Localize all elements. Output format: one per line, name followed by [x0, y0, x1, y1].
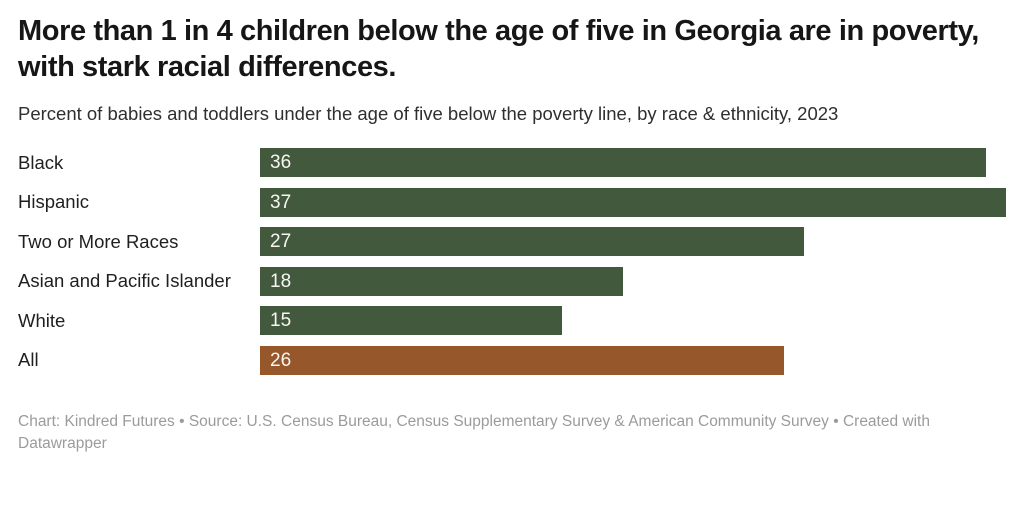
- bar-track: 37: [260, 187, 1006, 217]
- category-label: Black: [18, 153, 64, 173]
- chart-row: Black 36: [18, 148, 1006, 178]
- category-label: All: [18, 351, 39, 370]
- bar[interactable]: 26: [260, 345, 785, 375]
- category-label: White: [18, 311, 66, 331]
- value-label: 26: [270, 349, 292, 371]
- bar-track: 26: [260, 345, 1006, 375]
- bar[interactable]: 18: [260, 266, 623, 296]
- value-label: 18: [270, 270, 292, 292]
- bar[interactable]: 37: [260, 187, 1006, 217]
- chart-attribution: Chart: Kindred Futures • Source: U.S. Ce…: [18, 412, 930, 453]
- value-label: 37: [270, 191, 292, 213]
- value-label: 36: [270, 152, 292, 174]
- bar[interactable]: 27: [260, 227, 805, 257]
- category-label: Asian and Pacific Islander: [18, 272, 231, 291]
- bar-track: 18: [260, 266, 1006, 296]
- value-label: 27: [270, 231, 292, 253]
- chart-subtitle: Percent of babies and toddlers under the…: [18, 102, 839, 124]
- bar[interactable]: 15: [260, 306, 563, 336]
- chart-title: More than 1 in 4 children below the age …: [18, 15, 979, 83]
- chart-row: Asian and Pacific Islander 18: [18, 266, 1006, 296]
- bar[interactable]: 36: [260, 148, 986, 178]
- category-label: Hispanic: [18, 193, 89, 212]
- chart-row: White 15: [18, 306, 1006, 336]
- bar-track: 15: [260, 306, 1006, 336]
- category-label: Two or More Races: [18, 232, 179, 252]
- chart-row: All 26: [18, 345, 1006, 375]
- chart-row: Two or More Races 27: [18, 227, 1006, 257]
- bar-track: 36: [260, 148, 1006, 178]
- chart-row: Hispanic 37: [18, 187, 1006, 217]
- value-label: 15: [270, 310, 292, 332]
- bar-track: 27: [260, 227, 1006, 257]
- bar-chart: Black 36 Hispanic 37 Two or More Races 2…: [18, 148, 1006, 375]
